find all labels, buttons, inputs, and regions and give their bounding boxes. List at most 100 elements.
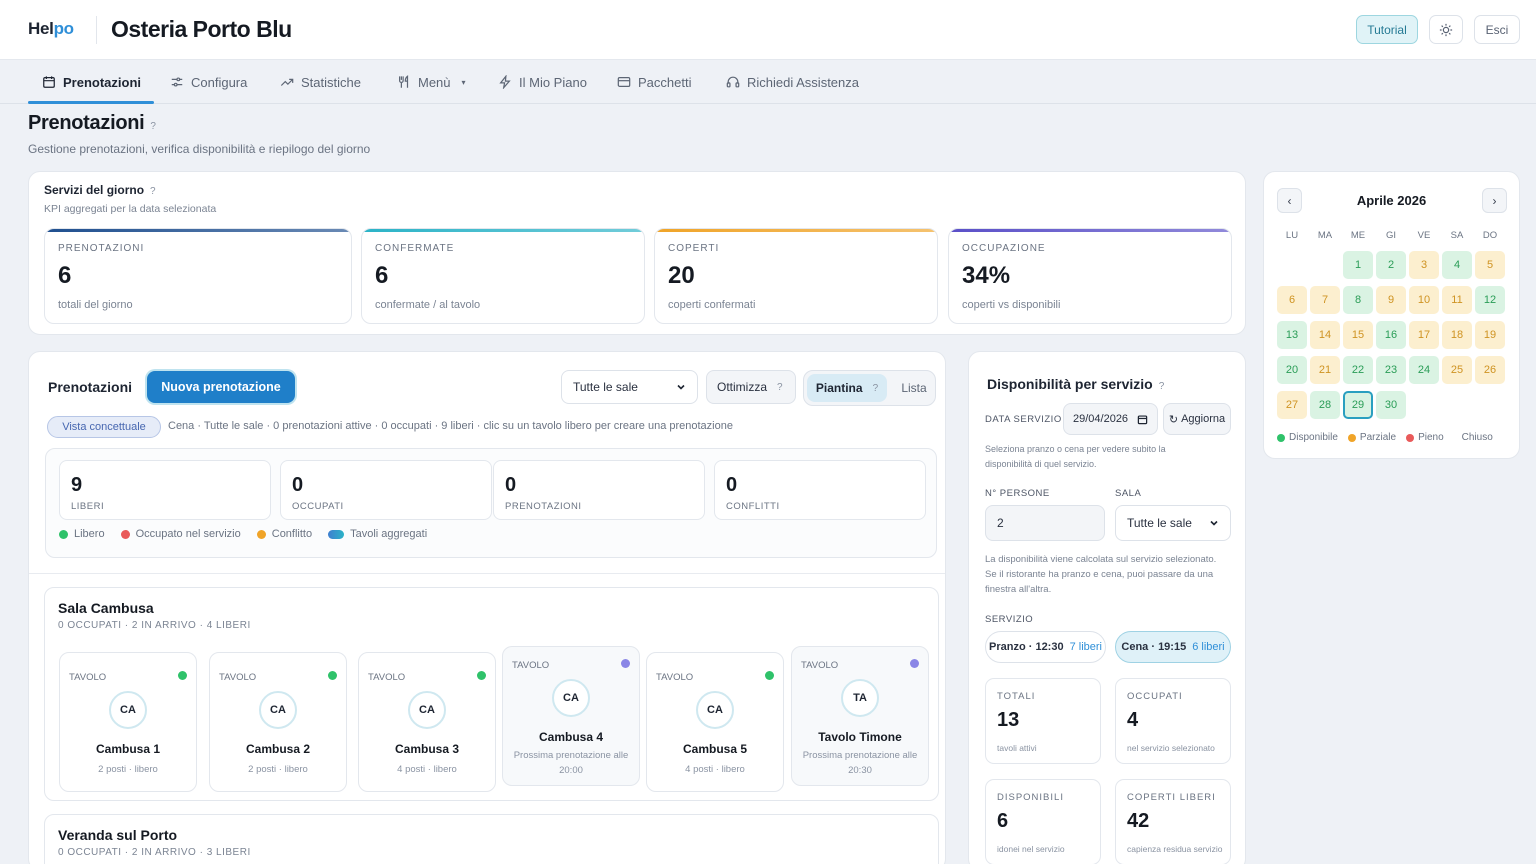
stat-sub: capienza residua servizio	[1127, 844, 1223, 854]
calendar-day[interactable]: 12	[1475, 286, 1505, 314]
section-title: Servizi del giorno?	[44, 183, 156, 197]
calendar-icon	[1137, 414, 1148, 424]
optimize-button[interactable]: Ottimizza ?	[706, 370, 796, 404]
availability-room-select[interactable]: Tutte le sale	[1115, 505, 1231, 541]
nav-il-mio-piano[interactable]: Il Mio Piano	[498, 60, 587, 104]
help-icon[interactable]: ?	[872, 382, 879, 394]
nav-menu[interactable]: Menù ▾	[397, 60, 466, 104]
calendar-day[interactable]: 8	[1343, 286, 1373, 314]
calendar-day[interactable]: 1	[1343, 251, 1373, 279]
reservations-title: Prenotazioni	[48, 379, 133, 395]
view-map-label: Piantina	[815, 381, 863, 395]
service-hint: Seleziona pranzo o cena per vedere subit…	[985, 444, 1166, 469]
nav-richiedi-assistenza[interactable]: Richiedi Assistenza	[726, 60, 859, 104]
helpo-logo[interactable]: Helpo	[28, 19, 74, 38]
calendar-day[interactable]: 27	[1277, 391, 1307, 419]
legend-dot	[1277, 433, 1285, 442]
kpi-sub: coperti vs disponibili	[962, 299, 1061, 311]
stat-value: 9	[71, 474, 83, 496]
calendar-day[interactable]: 21	[1310, 356, 1340, 384]
calendar-day[interactable]: 24	[1409, 356, 1439, 384]
table-card[interactable]: TAVOLO CA Cambusa 4 Prossima prenotazion…	[502, 646, 640, 786]
stat-label: OCCUPATI	[1127, 691, 1183, 702]
calendar-day[interactable]: 22	[1343, 356, 1373, 384]
status-dot	[477, 671, 486, 680]
calendar-day[interactable]: 17	[1409, 321, 1439, 349]
calendar-day[interactable]: 6	[1277, 286, 1307, 314]
calendar-day[interactable]: 18	[1442, 321, 1472, 349]
service-cena-button[interactable]: Cena · 19:15 6 liberi	[1115, 631, 1231, 663]
stat-liberi: 9 LIBERI	[59, 460, 271, 520]
calendar-day[interactable]: 23	[1376, 356, 1406, 384]
headset-icon	[726, 76, 740, 88]
table-card[interactable]: TAVOLO CA Cambusa 1 2 posti · libero	[59, 652, 197, 792]
view-toggle: Piantina? Lista	[803, 370, 936, 406]
help-icon[interactable]: ?	[150, 121, 156, 132]
service-pranzo-button[interactable]: Pranzo · 12:30 7 liberi	[985, 631, 1106, 663]
date-input[interactable]: 29/04/2026	[1063, 403, 1158, 435]
calendar-day[interactable]: 28	[1310, 391, 1340, 419]
calendar-day[interactable]: 5	[1475, 251, 1505, 279]
calendar-day[interactable]: 11	[1442, 286, 1472, 314]
calendar-day[interactable]: 7	[1310, 286, 1340, 314]
nav-label: Pacchetti	[638, 74, 692, 90]
kpi-occupazione: OCCUPAZIONE 34% coperti vs disponibili	[948, 228, 1232, 324]
help-icon[interactable]: ?	[1158, 381, 1165, 392]
nav-configura[interactable]: Configura	[170, 60, 247, 104]
calendar-day[interactable]: 13	[1277, 321, 1307, 349]
kpi-prenotazioni: PRENOTAZIONI 6 totali del giorno	[44, 228, 352, 324]
next-month-button[interactable]: ›	[1482, 188, 1507, 213]
tutorial-button[interactable]: Tutorial	[1356, 15, 1418, 44]
calendar-day[interactable]: 29	[1343, 391, 1373, 419]
calendar-day[interactable]: 20	[1277, 356, 1307, 384]
help-icon[interactable]: ?	[777, 381, 783, 393]
room-filter-select[interactable]: Tutte le sale	[561, 370, 698, 404]
nav-pacchetti[interactable]: Pacchetti	[617, 60, 691, 104]
table-avatar: CA	[259, 691, 297, 729]
service-label: SERVIZIO	[985, 614, 1034, 625]
kpi-value: 34%	[962, 262, 1011, 289]
table-card[interactable]: TAVOLO CA Cambusa 5 4 posti · libero	[646, 652, 784, 792]
calendar-day[interactable]: 25	[1442, 356, 1472, 384]
theme-toggle-button[interactable]	[1429, 15, 1463, 44]
service-time: Cena · 19:15	[1121, 641, 1187, 653]
calendar-day[interactable]: 30	[1376, 391, 1406, 419]
table-tag: TAVOLO	[801, 660, 839, 671]
logout-button[interactable]: Esci	[1474, 15, 1520, 44]
calendar-day[interactable]: 9	[1376, 286, 1406, 314]
calendar-day[interactable]: 14	[1310, 321, 1340, 349]
new-reservation-button[interactable]: Nuova prenotazione	[147, 371, 295, 403]
calendar-day[interactable]: 15	[1343, 321, 1373, 349]
calendar-day[interactable]: 26	[1475, 356, 1505, 384]
prev-month-button[interactable]: ‹	[1277, 188, 1302, 213]
nav-statistiche[interactable]: Statistiche	[280, 60, 361, 104]
avail-stat-totali: TOTALI 13 tavoli attivi	[985, 678, 1101, 764]
view-list-tab[interactable]: Lista	[901, 381, 927, 395]
kpi-sub: totali del giorno	[58, 299, 133, 311]
calendar-day[interactable]: 4	[1442, 251, 1472, 279]
section-subtitle: KPI aggregati per la data selezionata	[44, 203, 217, 215]
table-card[interactable]: TAVOLO CA Cambusa 2 2 posti · libero	[209, 652, 347, 792]
calculation-hint: La disponibilità viene calcolata sul ser…	[985, 554, 1217, 595]
kpi-value: 6	[58, 262, 72, 289]
kpi-accent-bar	[949, 229, 1231, 232]
view-map-tab[interactable]: Piantina?	[807, 374, 887, 402]
avail-stat-disponibili: DISPONIBILI 6 idonei nel servizio	[985, 779, 1101, 864]
calendar-day[interactable]: 3	[1409, 251, 1439, 279]
calendar-day[interactable]: 19	[1475, 321, 1505, 349]
persons-input[interactable]: 2	[985, 505, 1105, 541]
stat-value: 0	[505, 474, 517, 496]
table-card[interactable]: TAVOLO CA Cambusa 3 4 posti · libero	[358, 652, 496, 792]
table-card[interactable]: TAVOLO TA Tavolo Timone Prossima prenota…	[791, 646, 929, 786]
nav-prenotazioni[interactable]: Prenotazioni	[42, 60, 141, 104]
kpi-accent-bar	[45, 229, 351, 232]
refresh-button[interactable]: ↻ Aggiorna	[1163, 403, 1231, 435]
stat-label: LIBERI	[71, 501, 105, 512]
avail-stat-coperti-liberi: COPERTI LIBERI 42 capienza residua servi…	[1115, 779, 1231, 864]
calendar-day[interactable]: 10	[1409, 286, 1439, 314]
help-icon[interactable]: ?	[150, 186, 156, 197]
calendar-day[interactable]: 16	[1376, 321, 1406, 349]
view-mode-chip[interactable]: Vista concettuale	[47, 416, 161, 438]
calendar-day[interactable]: 2	[1376, 251, 1406, 279]
